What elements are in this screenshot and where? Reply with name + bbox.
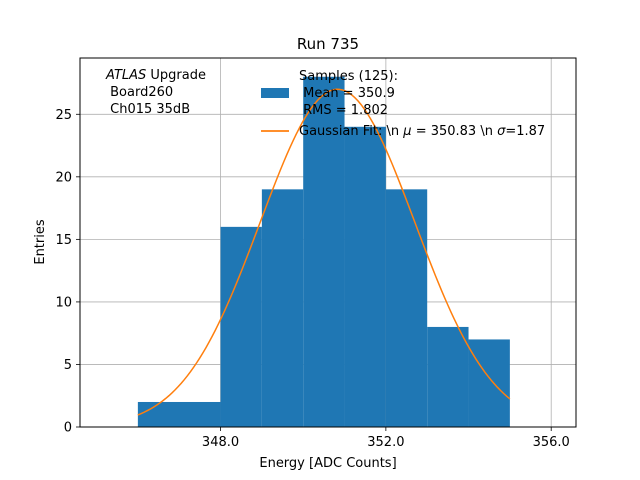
histogram-bar [220,226,262,427]
histogram-bar [344,126,386,428]
chart-title: Run 735 [297,35,359,53]
x-axis-label: Energy [ADC Counts] [259,456,396,471]
annotation-board: Board260 [106,85,173,100]
legend-fit-label: Gaussian Fit: \n μ = 350.83 \n σ=1.87 [299,124,545,139]
y-tick-label: 10 [55,295,72,310]
y-axis-ticks: 0 5 10 15 20 25 [55,108,80,436]
histogram-bars [137,76,510,428]
x-tick-label: 348.0 [202,435,239,450]
legend-samples-line1: Samples (125): [299,69,398,84]
legend-samples-line3: RMS = 1.802 [299,103,388,118]
histogram-bar [137,401,221,427]
atlas-annotation: ATLAS Upgrade Board260 Ch015 35dB [105,68,206,117]
legend: Samples (125): Mean = 350.9 RMS = 1.802 … [261,69,545,139]
histogram-bar [427,326,469,427]
y-tick-label: 5 [64,358,72,373]
histogram-bar [385,189,428,427]
plot-frame [79,57,577,428]
x-axis-ticks: 348.0 352.0 356.0 [202,427,570,450]
annotation-upgrade: Upgrade [146,68,206,83]
annotation-channel: Ch015 35dB [106,102,190,117]
histogram-bar [468,339,510,427]
legend-samples-swatch [261,88,289,98]
histogram-bar [303,76,345,428]
y-axis-label: Entries [33,219,48,265]
y-tick-label: 15 [55,233,72,248]
y-tick-label: 20 [55,170,72,185]
y-tick-label: 25 [55,108,72,123]
gaussian-fit-curve [137,88,511,416]
y-tick-label: 0 [64,421,72,436]
annotation-atlas: ATLAS [105,68,146,83]
legend-samples-line2: Mean = 350.9 [299,86,395,101]
x-tick-label: 356.0 [533,435,570,450]
x-tick-label: 352.0 [367,435,404,450]
histogram-bar [261,189,304,427]
svg-text:ATLAS Upgrade: ATLAS Upgrade [105,68,206,83]
